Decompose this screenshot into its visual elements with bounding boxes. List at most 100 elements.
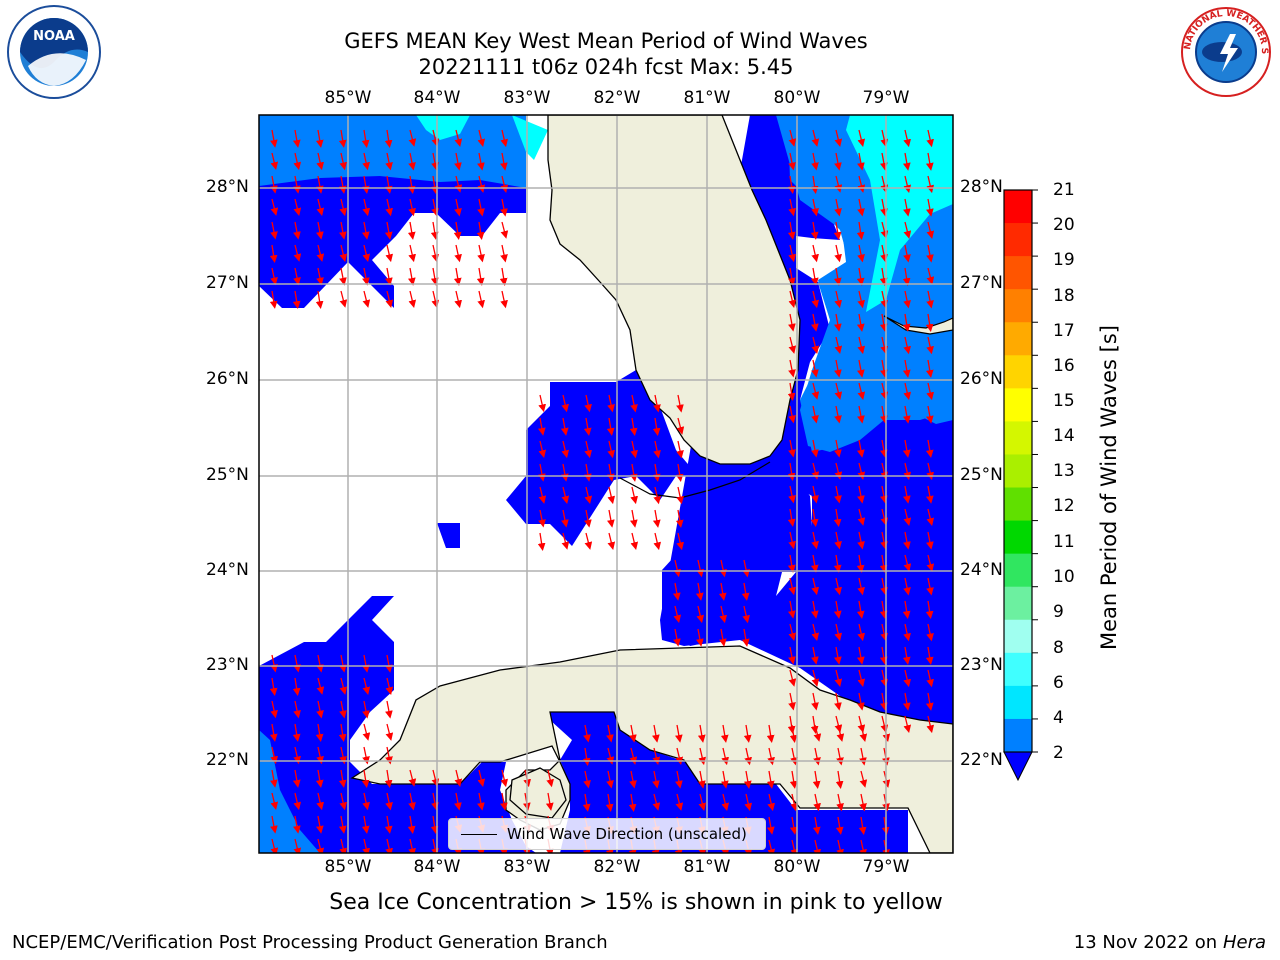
lon-label-top-84w: 84°W <box>413 88 461 108</box>
wind-wave-arrow <box>811 462 820 480</box>
wind-wave-arrow <box>316 838 325 853</box>
wind-wave-arrow <box>811 485 819 504</box>
wind-wave-arrow <box>811 129 820 147</box>
wind-wave-arrow <box>500 244 508 263</box>
wind-wave-arrow <box>857 382 866 400</box>
colorbar-tick: 11 <box>1053 532 1075 552</box>
wind-wave-arrow <box>789 816 798 835</box>
wind-wave-arrow <box>269 723 278 742</box>
wind-wave-arrow <box>454 290 462 309</box>
footer-date: 13 Nov 2022 on Hera <box>1074 932 1266 953</box>
wind-wave-arrow <box>629 417 638 436</box>
wind-wave-arrow <box>833 313 842 332</box>
wind-wave-arrow <box>500 129 509 148</box>
wind-wave-arrow <box>362 244 371 263</box>
wind-wave-arrow <box>741 628 750 647</box>
wind-wave-arrow <box>499 267 508 286</box>
wind-wave-arrow <box>338 769 347 788</box>
lat-label-right-26n: 26°N <box>960 369 1003 389</box>
lat-label-left-22n: 22°N <box>206 750 249 770</box>
wind-wave-arrow <box>315 290 324 310</box>
wind-wave-arrow <box>787 382 796 402</box>
wind-wave-arrow <box>857 462 866 480</box>
wind-wave-arrow <box>629 770 637 789</box>
wind-wave-arrow <box>362 746 370 765</box>
wind-wave-arrow <box>477 792 485 811</box>
colorbar-tick: 9 <box>1053 602 1064 622</box>
wind-wave-arrow <box>788 198 796 217</box>
wind-wave-arrow <box>538 440 547 459</box>
wind-wave-arrow <box>605 793 614 812</box>
noaa-logo-text: NOAA <box>33 29 75 44</box>
wind-wave-arrow <box>629 724 637 743</box>
wind-wave-arrow <box>835 816 844 835</box>
wind-wave-arrow <box>607 486 616 505</box>
wind-wave-arrow <box>856 267 865 286</box>
colorbar-segment <box>1004 487 1032 522</box>
wind-wave-arrow <box>859 747 867 766</box>
wind-wave-arrow <box>788 485 796 504</box>
wind-wave-arrow <box>316 700 324 719</box>
wind-wave-arrow <box>408 198 416 217</box>
wind-wave-arrow <box>880 692 888 711</box>
wind-wave-arrow <box>903 405 911 424</box>
wind-wave-arrow <box>926 129 934 148</box>
colorbar-tick: 6 <box>1053 673 1064 693</box>
wind-wave-arrow <box>362 677 371 695</box>
wind-wave-arrow <box>811 244 819 263</box>
wind-wave-arrow <box>477 198 485 217</box>
wind-wave-arrow <box>834 244 842 263</box>
wind-wave-arrow <box>269 129 278 148</box>
wind-wave-arrow <box>431 792 439 811</box>
wind-wave-arrow <box>500 152 508 171</box>
lat-label-left-23n: 23°N <box>206 655 249 675</box>
wind-wave-arrow <box>813 793 821 812</box>
wind-wave-arrow <box>584 532 593 550</box>
colorbar-segment <box>1004 652 1032 687</box>
wind-wave-arrow <box>316 221 324 240</box>
wind-wave-arrow <box>880 152 888 171</box>
wind-wave-arrow <box>859 793 867 812</box>
wind-wave-arrow <box>926 382 934 401</box>
wind-wave-arrow <box>880 382 889 401</box>
wind-wave-arrow <box>811 669 820 687</box>
wind-wave-arrow <box>857 669 866 688</box>
wind-wave-arrow <box>384 129 393 149</box>
footer-machine: Hera <box>1222 932 1266 953</box>
wind-wave-arrow <box>836 747 844 766</box>
wind-wave-arrow <box>339 244 348 262</box>
wind-wave-arrow <box>293 838 302 853</box>
wind-wave-arrow <box>857 152 865 171</box>
wind-wave-arrow <box>743 724 752 743</box>
wind-wave-arrow <box>385 152 393 171</box>
wind-wave-arrow <box>880 244 888 263</box>
colorbar-tick: 15 <box>1053 391 1075 411</box>
wind-wave-arrow <box>833 221 842 240</box>
lon-label-top-81w: 81°W <box>683 88 731 108</box>
colorbar-segment <box>1004 322 1032 356</box>
wind-wave-arrow <box>385 244 394 263</box>
wind-wave-arrow <box>630 532 639 551</box>
wind-wave-arrow <box>880 623 888 642</box>
wind-wave-arrow <box>431 244 439 263</box>
wind-wave-arrow <box>719 605 727 624</box>
wind-wave-arrow <box>834 692 842 711</box>
wind-wave-arrow <box>293 152 302 171</box>
wind-wave-arrow <box>339 221 347 240</box>
wind-wave-arrow <box>674 724 683 743</box>
wind-wave-arrow <box>788 405 796 424</box>
wind-wave-arrow <box>788 439 796 458</box>
wind-wave-arrow <box>810 508 819 527</box>
wind-wave-arrow <box>789 770 798 789</box>
wind-wave-arrow <box>384 221 393 240</box>
lat-label-left-26n: 26°N <box>206 369 249 389</box>
wind-wave-arrow <box>607 509 615 528</box>
wind-wave-arrow <box>902 313 911 332</box>
wind-wave-arrow <box>583 770 591 789</box>
lon-label-top-79w: 79°W <box>862 88 910 108</box>
wind-wave-arrow <box>903 669 911 688</box>
wind-wave-arrow <box>584 509 592 528</box>
wind-wave-arrow <box>476 267 485 286</box>
wind-wave-arrow <box>767 747 775 766</box>
lat-label-right-24n: 24°N <box>960 560 1003 580</box>
